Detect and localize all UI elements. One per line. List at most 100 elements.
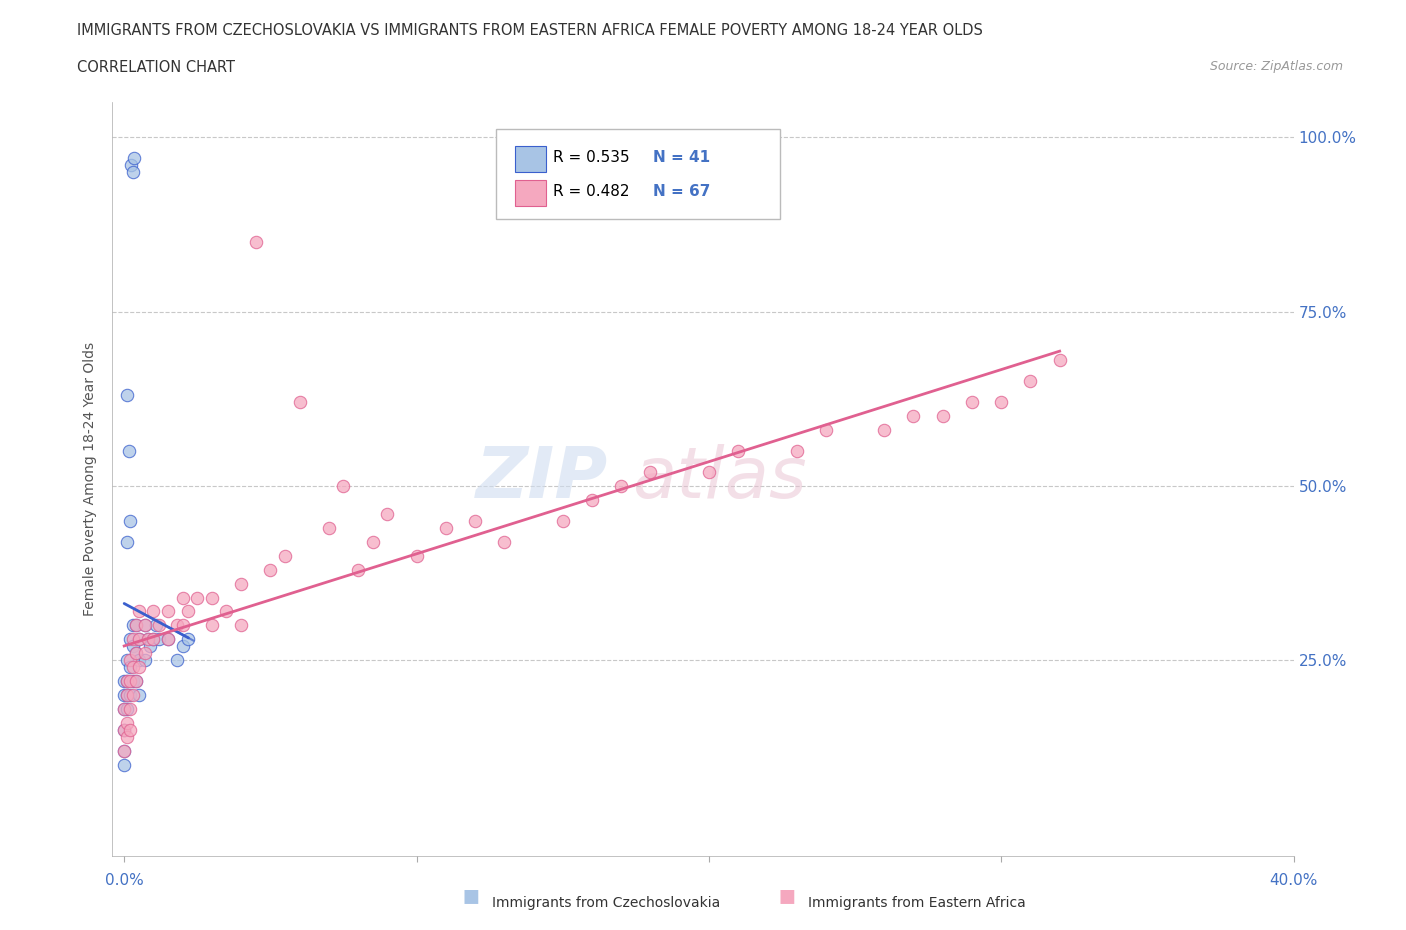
Point xyxy=(960,395,983,410)
Text: Source: ZipAtlas.com: Source: ZipAtlas.com xyxy=(1209,60,1343,73)
Text: IMMIGRANTS FROM CZECHOSLOVAKIA VS IMMIGRANTS FROM EASTERN AFRICA FEMALE POVERTY : IMMIGRANTS FROM CZECHOSLOVAKIA VS IMMIGR… xyxy=(77,23,983,38)
Point xyxy=(166,618,188,633)
Point xyxy=(931,409,953,424)
Point xyxy=(215,604,238,619)
Point xyxy=(142,604,165,619)
Point xyxy=(112,688,135,703)
Point xyxy=(112,702,135,717)
FancyBboxPatch shape xyxy=(496,128,780,219)
Point xyxy=(125,674,148,689)
Text: R = 0.482: R = 0.482 xyxy=(553,183,630,199)
Point xyxy=(229,577,252,591)
Point xyxy=(347,562,370,577)
Point xyxy=(166,653,188,668)
Point xyxy=(142,632,165,647)
Point xyxy=(125,674,148,689)
FancyBboxPatch shape xyxy=(515,146,546,172)
Point xyxy=(157,604,180,619)
Point xyxy=(115,674,138,689)
Point xyxy=(115,534,138,549)
Point xyxy=(128,632,150,647)
Point xyxy=(118,660,141,675)
Point xyxy=(136,632,159,647)
Point xyxy=(117,444,139,458)
Point xyxy=(122,632,145,647)
Point xyxy=(122,660,145,675)
Point xyxy=(112,702,135,717)
Point xyxy=(122,639,145,654)
Point xyxy=(229,618,252,633)
Point xyxy=(375,506,398,521)
Text: 0.0%: 0.0% xyxy=(105,873,143,888)
Point xyxy=(124,151,146,166)
Point xyxy=(494,534,516,549)
Point xyxy=(697,465,720,480)
Point xyxy=(115,716,138,731)
Point xyxy=(122,674,145,689)
Point xyxy=(157,632,180,647)
Point xyxy=(903,409,925,424)
Text: ▪: ▪ xyxy=(778,882,797,910)
Text: N = 67: N = 67 xyxy=(654,183,711,199)
Point xyxy=(115,729,138,744)
Text: atlas: atlas xyxy=(633,445,807,513)
Y-axis label: Female Poverty Among 18-24 Year Olds: Female Poverty Among 18-24 Year Olds xyxy=(83,342,97,616)
Point xyxy=(115,688,138,703)
Point xyxy=(405,549,427,564)
Point xyxy=(274,549,297,564)
Point xyxy=(145,618,167,633)
Point xyxy=(112,674,135,689)
Point xyxy=(118,632,141,647)
Point xyxy=(112,723,135,737)
Point xyxy=(115,388,138,403)
Text: 40.0%: 40.0% xyxy=(1270,873,1317,888)
Point xyxy=(122,165,145,179)
Point xyxy=(112,723,135,737)
Point xyxy=(1049,352,1071,367)
Point xyxy=(434,521,457,536)
Point xyxy=(177,604,200,619)
Point xyxy=(125,646,148,661)
Point xyxy=(112,744,135,759)
Text: R = 0.535: R = 0.535 xyxy=(553,150,630,165)
Point xyxy=(134,618,156,633)
Point xyxy=(201,618,224,633)
Point xyxy=(786,444,808,458)
Point xyxy=(118,674,141,689)
Point xyxy=(873,423,896,438)
Point xyxy=(118,688,141,703)
Point xyxy=(118,702,141,717)
Point xyxy=(148,632,170,647)
Text: CORRELATION CHART: CORRELATION CHART xyxy=(77,60,235,75)
Text: Immigrants from Eastern Africa: Immigrants from Eastern Africa xyxy=(808,896,1026,910)
Point xyxy=(1019,374,1042,389)
Text: N = 41: N = 41 xyxy=(654,150,710,165)
Point xyxy=(139,639,162,654)
Point xyxy=(134,646,156,661)
Point xyxy=(118,723,141,737)
Point xyxy=(142,632,165,647)
Point xyxy=(134,618,156,633)
Point xyxy=(128,632,150,647)
Point xyxy=(551,513,574,528)
Point xyxy=(157,632,180,647)
Point xyxy=(172,639,194,654)
Point xyxy=(136,632,159,647)
Point xyxy=(201,591,224,605)
Point xyxy=(990,395,1012,410)
Point xyxy=(115,688,138,703)
Point xyxy=(128,604,150,619)
Point xyxy=(640,465,662,480)
Point xyxy=(122,618,145,633)
Point xyxy=(128,653,150,668)
Point xyxy=(610,479,633,494)
Point xyxy=(581,493,603,508)
Point xyxy=(115,653,138,668)
Point xyxy=(115,674,138,689)
Point xyxy=(134,653,156,668)
Point xyxy=(814,423,837,438)
Text: ▪: ▪ xyxy=(461,882,481,910)
Point xyxy=(125,618,148,633)
Point xyxy=(727,444,749,458)
Point xyxy=(148,618,170,633)
